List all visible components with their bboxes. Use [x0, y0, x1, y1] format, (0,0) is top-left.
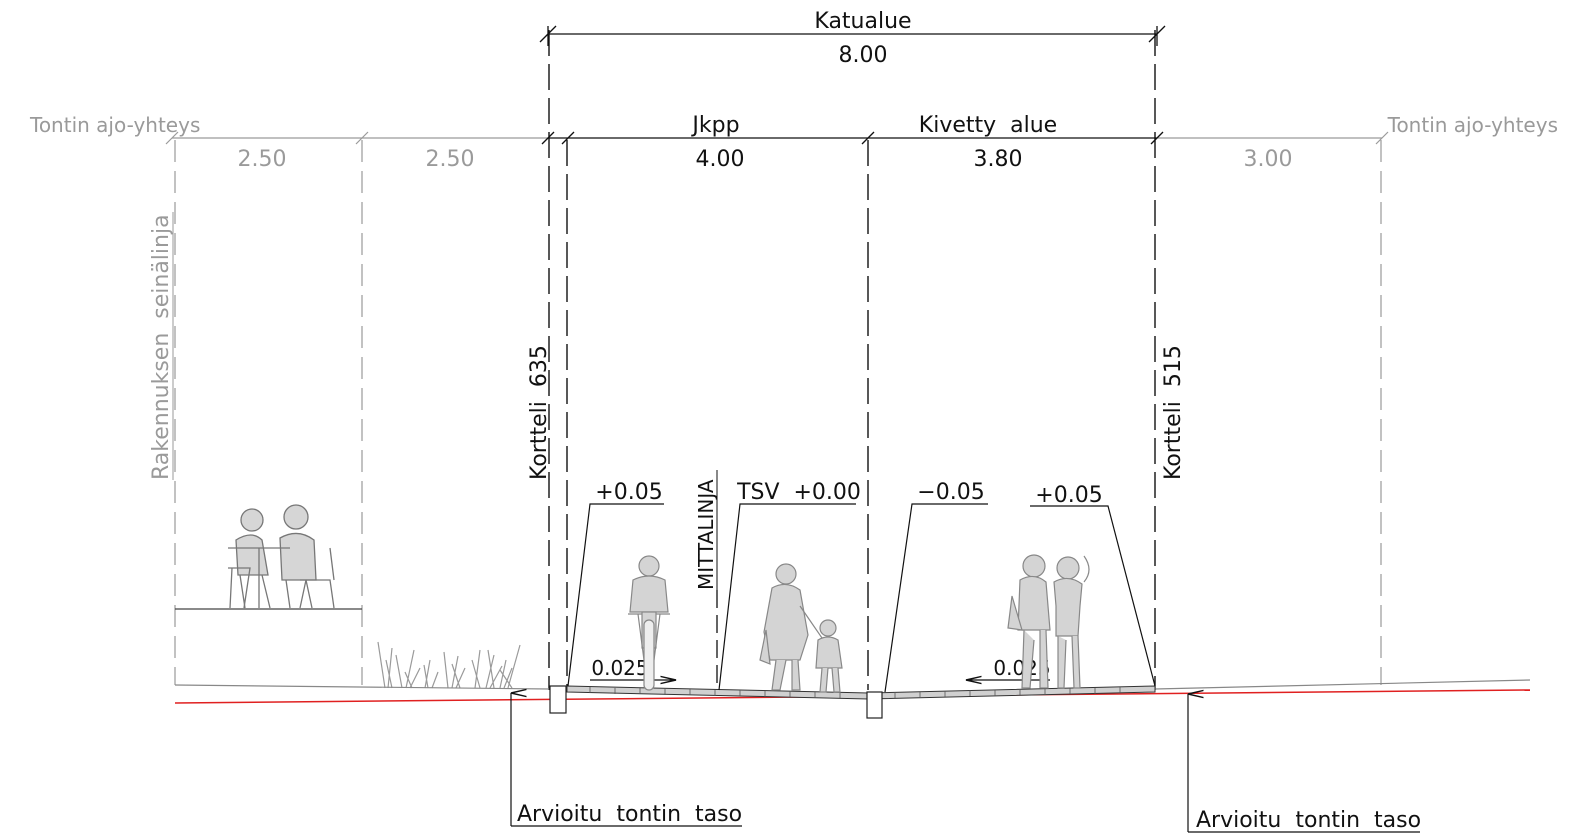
zone-left-1-width: 2.50	[238, 147, 287, 172]
level-4-value: +0.05	[1035, 483, 1102, 508]
slope-left: 0.025	[590, 656, 676, 680]
jkpp-label: Jkpp	[690, 113, 739, 138]
katualue-width: 8.00	[839, 43, 888, 68]
curb-left	[549, 685, 567, 714]
kortteli-515-label: Kortteli 515	[1161, 345, 1186, 480]
guide-lines	[174, 30, 1382, 690]
level-3-value: −0.05	[917, 480, 984, 505]
kivetty-label: Kivetty alue	[919, 113, 1057, 138]
ground-profile	[174, 679, 1531, 719]
kivetty-width: 3.80	[974, 147, 1023, 172]
zone-dimension-row: Tontin ajo-yhteys Tontin ajo-yhteys 2.50…	[29, 113, 1558, 172]
slope-right: 0.025	[966, 656, 1051, 680]
level-2-value: TSV +0.00	[736, 480, 861, 505]
kortteli-635-label: Kortteli 635	[527, 345, 552, 480]
jkpp-width: 4.00	[696, 147, 745, 172]
level-1-value: +0.05	[595, 480, 662, 505]
level-callout-3: −0.05	[884, 480, 988, 693]
zone-right-width: 3.00	[1244, 147, 1293, 172]
curb-middle	[866, 691, 883, 719]
arvioitu-right: Arvioitu tontin taso	[1187, 694, 1421, 833]
zone-left-2-width: 2.50	[426, 147, 475, 172]
two-women-icon	[1007, 554, 1090, 689]
cafe-table-people-icon	[228, 504, 335, 609]
arvioitu-right-label: Arvioitu tontin taso	[1196, 808, 1421, 833]
tontin-label-right: Tontin ajo-yhteys	[1387, 113, 1558, 137]
arvioitu-left: Arvioitu tontin taso	[510, 693, 742, 827]
cyclist-icon	[628, 555, 670, 691]
katualue-dimension: Katualue 8.00	[539, 9, 1166, 68]
katualue-label: Katualue	[814, 9, 911, 34]
level-callout-2: TSV +0.00	[718, 480, 861, 691]
paving-right	[867, 685, 1156, 700]
grass-icon	[377, 641, 521, 689]
level-callout-1: +0.05	[567, 480, 664, 687]
mittalinja-label: MITTALINJA	[694, 479, 718, 590]
slope-left-value: 0.025	[591, 656, 648, 680]
arvioitu-left-label: Arvioitu tontin taso	[517, 802, 742, 827]
adult-with-child-icon	[759, 563, 843, 693]
level-callout-4: +0.05	[1030, 483, 1156, 687]
tontin-label-left: Tontin ajo-yhteys	[29, 113, 200, 137]
rakennuksen-label: Rakennuksen seinälinja	[149, 214, 174, 480]
